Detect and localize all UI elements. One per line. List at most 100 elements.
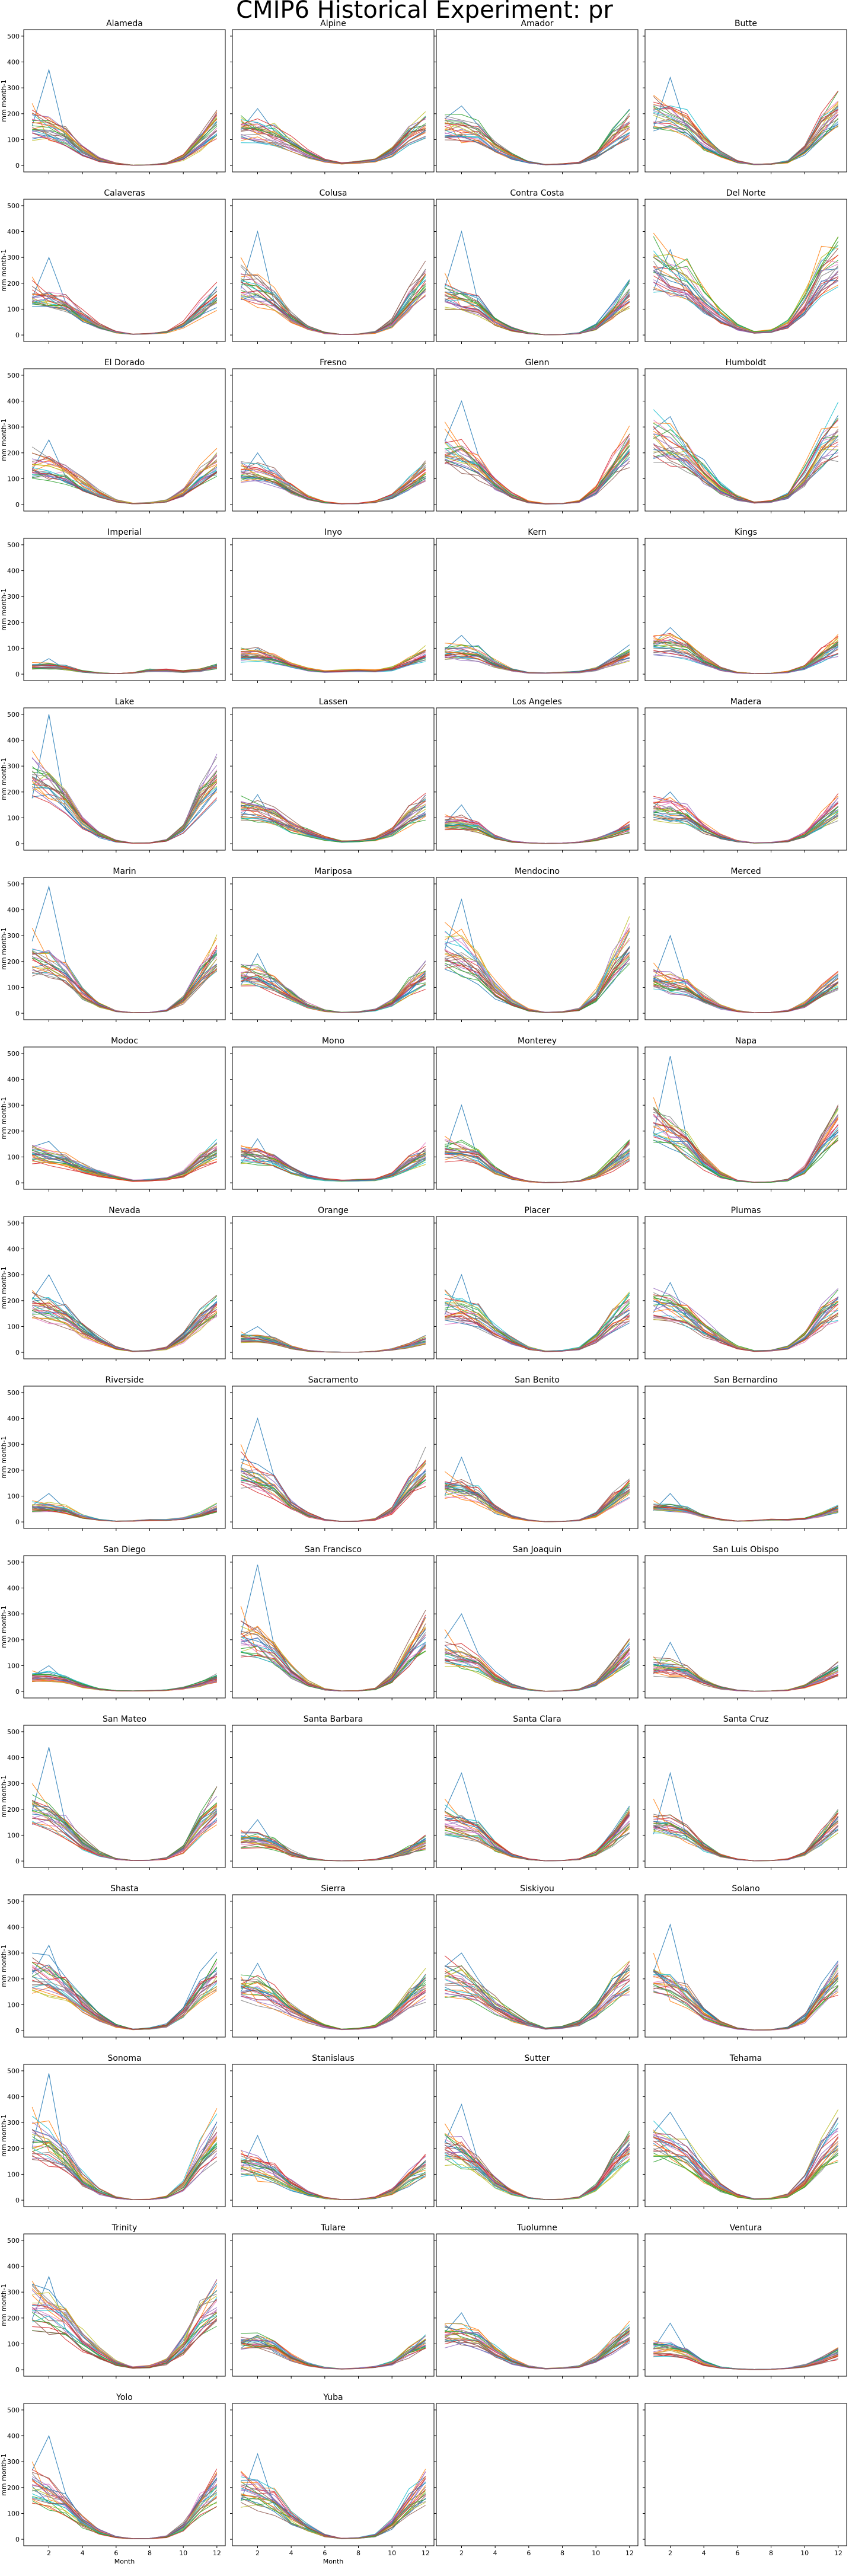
y-tick-label: 400 <box>7 1415 20 1423</box>
series-line <box>445 1814 630 1862</box>
series-line <box>31 446 218 504</box>
panel-frame <box>232 1725 435 1868</box>
panel-frame <box>232 1216 435 1359</box>
series-line <box>653 1988 839 2031</box>
panel-19: Madera <box>643 697 847 853</box>
series-line <box>445 1646 630 1692</box>
y-axis-label: mm month-1 <box>0 79 8 122</box>
x-tick-label: 2 <box>256 2549 260 2557</box>
panel-title: Sierra <box>321 1884 345 1894</box>
series-line <box>653 123 839 165</box>
panel-frame <box>232 1386 435 1529</box>
y-tick-label: 300 <box>7 423 20 431</box>
series-line <box>241 260 426 335</box>
series-line <box>32 1677 218 1691</box>
series-line <box>444 1313 630 1352</box>
series-line <box>653 101 839 165</box>
x-tick-label: 6 <box>323 2549 327 2557</box>
series-line <box>444 1955 630 2029</box>
series-line <box>241 1160 426 1182</box>
series-line <box>445 1652 630 1692</box>
series-line <box>32 1138 218 1181</box>
series-line <box>241 2347 426 2370</box>
series-line <box>444 1965 630 2029</box>
panel-frame <box>232 368 435 512</box>
series-line <box>241 1989 426 2030</box>
panel-frame <box>23 199 226 342</box>
series-line <box>241 2160 426 2200</box>
series-line <box>241 978 426 1013</box>
panel-frame <box>644 2233 847 2377</box>
series-line <box>653 797 839 843</box>
series-line <box>32 298 218 335</box>
series-line <box>445 1823 630 1862</box>
series-line <box>31 758 218 844</box>
y-tick-label: 300 <box>7 2119 20 2127</box>
series-line <box>31 950 218 1013</box>
series-line <box>240 2481 426 2539</box>
series-line <box>32 1677 217 1691</box>
y-tick-label: 300 <box>7 1949 20 1957</box>
series-line <box>653 1109 839 1183</box>
series-line <box>653 1825 839 1862</box>
series-line <box>445 2143 630 2200</box>
y-tick-label: 200 <box>7 2145 20 2153</box>
y-axis-label: mm month-1 <box>0 1945 8 1987</box>
series-line <box>31 448 218 504</box>
series-line <box>240 286 426 335</box>
series-line <box>241 476 426 505</box>
series-line <box>32 2283 218 2368</box>
series-line <box>653 1314 839 1352</box>
panel-frame <box>644 1725 847 1868</box>
series-line <box>653 2349 838 2370</box>
series-line <box>445 1639 630 1692</box>
panel-25: Mono <box>230 1036 435 1192</box>
y-tick-label: 0 <box>15 1688 20 1696</box>
series-line <box>653 1316 839 1352</box>
panel-13: Inyo <box>230 528 435 683</box>
panel-35: San Bernardino <box>643 1375 847 1531</box>
series-line <box>445 1813 630 1862</box>
series-line <box>445 2320 630 2369</box>
panel-title: Monterey <box>518 1036 557 1046</box>
series-line <box>241 812 426 842</box>
series-line <box>241 132 426 165</box>
series-line <box>32 1676 217 1691</box>
series-line <box>32 286 218 335</box>
panel-title: Los Angeles <box>512 697 562 707</box>
series-line <box>241 467 426 505</box>
panel-57: Yuba 2 4 6 8 10 12 Month <box>230 2393 435 2565</box>
y-axis-label: mm month-1 <box>0 1605 8 1648</box>
series-line <box>32 665 217 674</box>
series-line <box>31 470 218 505</box>
y-axis-label: mm month-1 <box>0 249 8 292</box>
series-line <box>653 1662 839 1692</box>
series-line <box>32 2108 218 2200</box>
panel-frame <box>232 2403 435 2546</box>
panel-frame <box>644 199 847 342</box>
series-line <box>653 978 839 1013</box>
panel-title: Ventura <box>730 2223 762 2233</box>
series-line <box>32 291 218 335</box>
panel-title: Kern <box>528 528 546 537</box>
series-line <box>444 441 630 505</box>
series-line <box>653 1507 838 1522</box>
panel-6: Contra Costa <box>434 189 639 344</box>
y-tick-label: 500 <box>7 2237 20 2245</box>
series-line <box>241 127 426 164</box>
y-tick-label: 300 <box>7 762 20 770</box>
y-tick-label: 500 <box>7 541 20 549</box>
panel-title: Inyo <box>324 528 342 537</box>
series-line <box>32 1803 218 1861</box>
series-line <box>653 430 839 503</box>
series-line <box>653 979 839 1013</box>
series-line <box>241 1629 426 1691</box>
panel-34: San Benito <box>434 1375 639 1531</box>
panel-3: Butte <box>643 19 847 174</box>
series-line <box>32 2295 218 2368</box>
y-tick-label: 200 <box>7 2315 20 2322</box>
series-line <box>31 1295 218 1352</box>
series-line <box>653 1509 838 1522</box>
panel-22: Mendocino <box>434 867 639 1022</box>
panel-frame <box>644 877 847 1020</box>
